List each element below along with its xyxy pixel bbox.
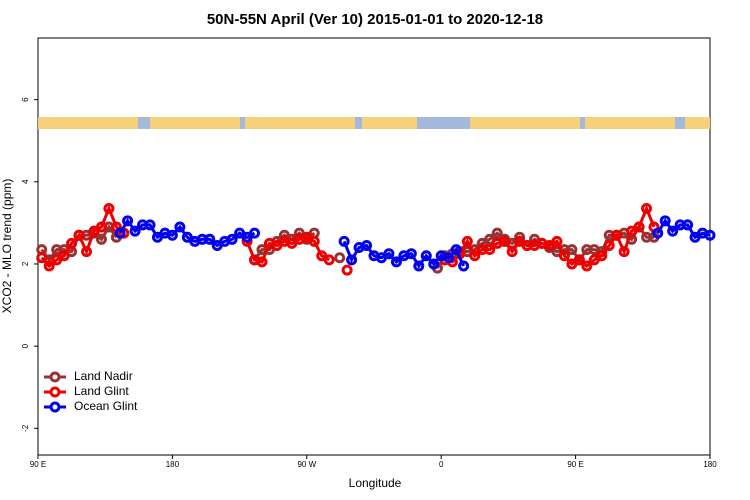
point (308, 235, 320, 247)
point (659, 215, 671, 227)
point (428, 258, 440, 270)
point (114, 227, 126, 239)
point (226, 233, 238, 245)
point (174, 221, 186, 233)
point (129, 225, 141, 237)
point (334, 252, 346, 264)
point (506, 246, 518, 258)
point (390, 256, 402, 268)
point (566, 244, 578, 256)
x-tick-label: 90 E (567, 460, 583, 469)
point (73, 229, 85, 241)
point (611, 229, 623, 241)
point (618, 246, 630, 258)
point (667, 225, 679, 237)
point (450, 244, 462, 256)
point (405, 248, 417, 260)
land-ocean-strip (38, 117, 710, 129)
y-tick-label: -2 (21, 424, 30, 432)
y-tick-label: 2 (21, 261, 30, 266)
point (413, 260, 425, 272)
point (443, 252, 455, 264)
x-tick-label: 180 (703, 460, 717, 469)
point (95, 233, 107, 245)
point (633, 221, 645, 233)
legend-label: Land Nadir (74, 369, 133, 383)
point (81, 246, 93, 258)
point (469, 250, 481, 262)
point (420, 250, 432, 262)
point (323, 254, 335, 266)
point (652, 227, 664, 239)
point (204, 233, 216, 245)
point (499, 235, 511, 247)
point (484, 244, 496, 256)
point (551, 235, 563, 247)
point (103, 202, 115, 214)
point (249, 227, 261, 239)
y-tick-label: 6 (21, 97, 30, 102)
point (341, 264, 353, 276)
point (458, 260, 470, 272)
legend-marker (49, 401, 61, 413)
point (346, 254, 358, 266)
point (95, 221, 107, 233)
point (596, 250, 608, 262)
point (43, 260, 55, 272)
x-tick-label: 0 (439, 460, 444, 469)
point (58, 250, 70, 262)
point (682, 219, 694, 231)
point (491, 227, 503, 239)
legend-marker (49, 386, 61, 398)
y-axis-label: XCO2 - MLO trend (ppm) (0, 179, 14, 314)
point (144, 219, 156, 231)
point (383, 248, 395, 260)
y-tick-label: 4 (21, 179, 30, 184)
point (581, 260, 593, 272)
x-axis-label: Longitude (349, 476, 402, 490)
point (361, 239, 373, 251)
point (573, 254, 585, 266)
point (122, 215, 134, 227)
chart-title: 50N-55N April (Ver 10) 2015-01-01 to 202… (207, 11, 543, 28)
point (256, 256, 268, 268)
legend-marker (49, 371, 61, 383)
point (704, 229, 716, 241)
x-tick-label: 90 E (30, 460, 46, 469)
x-tick-label: 180 (166, 460, 180, 469)
point (66, 237, 78, 249)
point (461, 235, 473, 247)
point (338, 235, 350, 247)
series-line (118, 218, 256, 248)
x-tick-label: 90 W (297, 460, 316, 469)
point (641, 202, 653, 214)
legend-label: Ocean Glint (74, 399, 138, 413)
point (36, 252, 48, 264)
legend-label: Land Glint (74, 384, 129, 398)
point (558, 250, 570, 262)
point (166, 229, 178, 241)
point (603, 239, 615, 251)
y-tick-label: 0 (21, 343, 30, 348)
